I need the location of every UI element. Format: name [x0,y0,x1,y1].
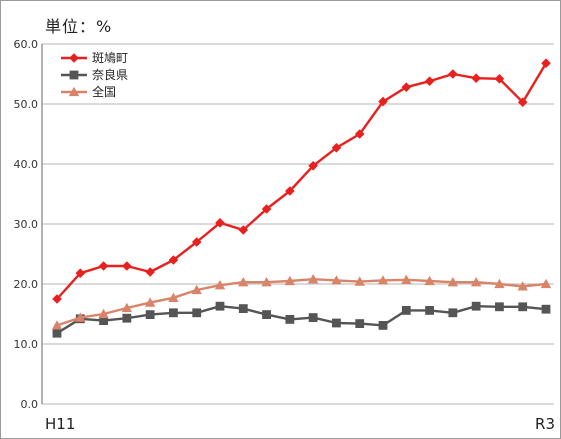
legend-label: 奈良県 [92,67,128,82]
data-point [122,313,132,323]
data-point [168,292,179,302]
y-tick-label: 10.0 [14,338,39,351]
data-point [401,306,411,315]
data-point [191,237,202,247]
data-point [145,267,155,277]
data-point [238,225,249,235]
series-line [56,278,547,327]
data-point [331,143,342,153]
data-point [425,306,434,315]
data-point [238,304,248,313]
data-point [518,302,528,312]
data-point [517,97,528,107]
data-point [51,320,63,330]
data-point [424,275,435,286]
data-point [494,74,505,84]
series-line [56,62,548,300]
legend-marker [68,86,80,97]
data-point [99,316,108,325]
data-point [192,308,202,318]
y-tick-label: 20.0 [14,278,39,291]
data-point [471,73,481,83]
data-point [121,302,133,313]
x-tick-label-last: R3 [535,415,555,433]
data-point [308,313,318,322]
data-point [214,280,226,290]
data-point [75,312,86,322]
y-tick-label: 50.0 [14,98,39,111]
data-point [284,275,296,286]
y-tick-label: 60.0 [14,38,39,51]
data-point [494,278,505,289]
data-point [355,319,365,328]
data-point [98,261,109,271]
data-point [238,277,249,287]
data-point [169,308,178,318]
data-point [261,204,272,214]
data-point [401,82,412,92]
data-point [448,69,458,79]
data-point [377,275,389,285]
data-point [75,268,86,278]
data-point [262,310,271,319]
data-point [98,308,109,319]
data-point [540,278,552,289]
data-point [424,76,435,86]
data-point [447,277,459,287]
data-point [285,315,295,324]
data-point [215,218,225,228]
series-line [56,305,547,335]
data-point [215,301,225,311]
y-tick-label: 40.0 [14,158,39,171]
legend-marker [69,70,79,80]
data-point [168,255,179,265]
unit-label: 単位：% [45,17,113,36]
data-point [378,321,388,330]
data-point [191,284,202,295]
x-tick-label-first: H11 [45,415,75,433]
data-point [471,301,481,311]
data-point [378,96,388,107]
data-point [541,304,551,314]
data-point [308,161,318,171]
data-point [122,261,132,271]
y-tick-label: 0.0 [21,398,39,411]
data-point [495,302,504,312]
data-point [354,276,365,286]
data-point [354,129,365,139]
data-point [52,328,62,338]
data-point [285,186,295,196]
legend-marker [69,53,79,63]
data-point [331,275,342,285]
data-point [52,294,62,304]
data-point [541,58,551,68]
data-point [307,274,319,284]
data-point [144,297,156,307]
data-point [517,281,528,291]
data-point [401,274,412,284]
data-point [332,318,341,328]
data-point [145,310,155,319]
data-point [470,277,482,287]
y-tick-label: 30.0 [14,218,39,231]
legend-label: 斑鳩町 [92,51,128,65]
data-point [261,277,272,287]
legend-label: 全国 [92,84,116,99]
data-point [448,308,458,318]
